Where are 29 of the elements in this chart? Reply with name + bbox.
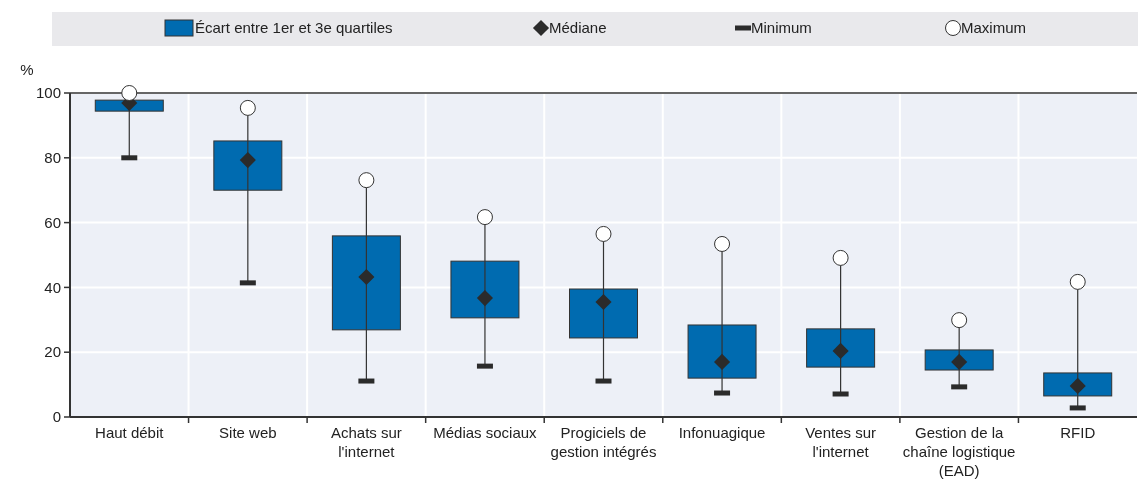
point <box>595 225 612 242</box>
x-tick-label: Gestion de la chaîne logistique (EAD) <box>902 424 1016 479</box>
x-tick-label: Achats sur l'internet <box>330 424 402 460</box>
x-tick-label: Site web <box>219 424 277 441</box>
point <box>951 312 968 329</box>
point <box>832 249 849 266</box>
y-tick-label: 0 <box>52 408 61 426</box>
point <box>121 85 138 101</box>
y-tick-label: 60 <box>44 213 61 231</box>
point <box>358 172 375 189</box>
legend-label: Écart entre 1er et 3e quartiles <box>195 19 393 36</box>
x-tick-label: Médias sociaux <box>433 424 538 441</box>
point <box>714 235 731 252</box>
legend-label: Maximum <box>961 19 1027 36</box>
legend-label: Médiane <box>549 19 607 36</box>
x-tick-label: Progiciels de gestion intégrés <box>550 424 657 460</box>
x-tick-label: Ventes sur l'internet <box>805 424 877 460</box>
y-tick-label: 20 <box>44 343 61 361</box>
y-tick-label: 80 <box>44 149 61 167</box>
y-axis-title: % <box>20 61 34 78</box>
x-tick-label: RFID <box>1060 424 1096 441</box>
x-tick-label: Haut débit <box>95 424 165 441</box>
legend-label: Minimum <box>751 19 812 36</box>
x-tick-label: Infonuagique <box>678 424 766 441</box>
point <box>476 209 493 226</box>
point <box>239 99 256 116</box>
y-tick-label: 100 <box>35 84 61 102</box>
y-tick-label: 40 <box>44 278 61 296</box>
point <box>1069 273 1086 290</box>
